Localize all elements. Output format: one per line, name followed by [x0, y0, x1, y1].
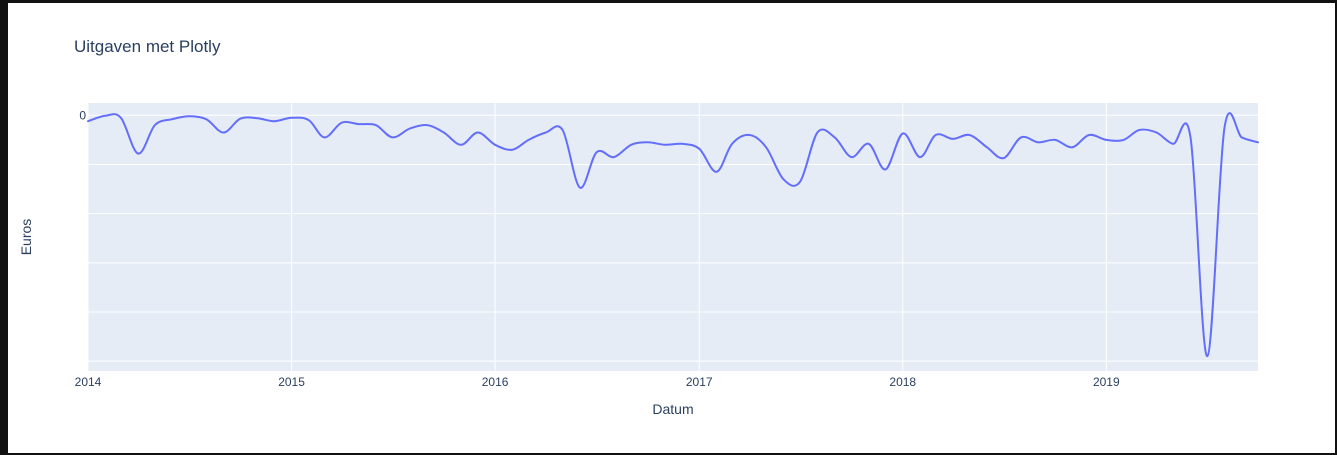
y-axis-title: Euros	[18, 219, 34, 256]
x-tick-label: 2014	[75, 375, 102, 389]
window-frame-left	[0, 0, 8, 455]
series-line	[87, 112, 1259, 358]
x-tick-label: 2016	[482, 375, 509, 389]
x-axis-title: Datum	[652, 401, 693, 417]
chart-title: Uitgaven met Plotly	[74, 37, 221, 56]
x-tick-label: 2015	[278, 375, 305, 389]
plot-area	[88, 103, 1258, 371]
y-tick-label: 0	[79, 108, 86, 122]
y-ticks: 0	[79, 108, 86, 122]
x-tick-label: 2019	[1093, 375, 1120, 389]
window-frame-top	[0, 0, 1337, 3]
x-tick-label: 2018	[889, 375, 916, 389]
grid	[87, 103, 1258, 371]
x-tick-label: 2017	[686, 375, 713, 389]
window-frame-bottom	[0, 453, 1337, 455]
x-ticks: 2014 2015 2016 2017 2018 2019	[75, 375, 1120, 389]
window-frame-right	[1335, 0, 1337, 455]
